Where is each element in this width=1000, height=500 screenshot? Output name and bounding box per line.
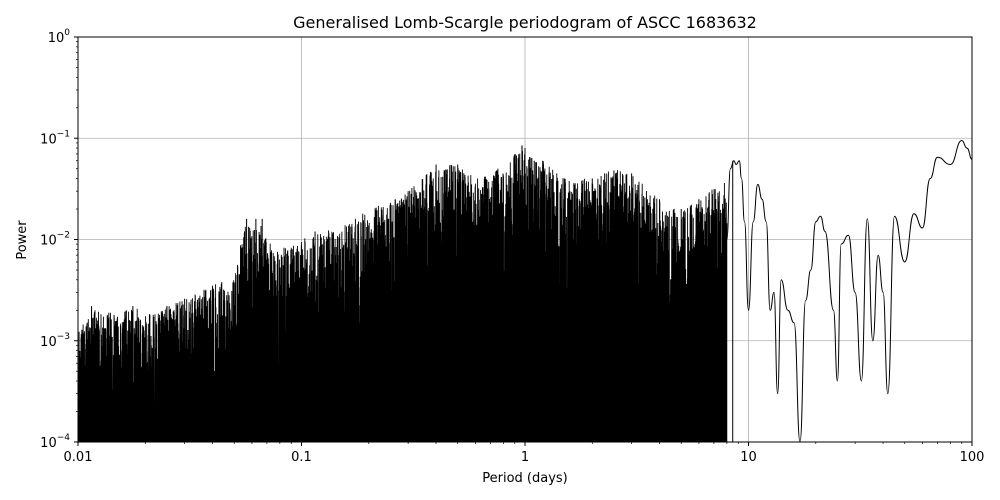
x-tick-label: 100	[960, 450, 985, 465]
x-tick-label: 0.01	[64, 450, 93, 465]
chart-title: Generalised Lomb-Scargle periodogram of …	[293, 13, 757, 32]
y-tick-label: 100	[48, 28, 71, 46]
x-tick-label: 0.1	[291, 450, 312, 465]
axis-ticks: 0.01 0.1 1 10 100 10−4 10−3 10−2 10−1 100	[40, 28, 984, 465]
x-tick-label: 10	[740, 450, 757, 465]
y-tick-label: 10−2	[40, 231, 70, 249]
x-axis-label: Period (days)	[482, 471, 568, 486]
periodogram-peaks	[91, 145, 734, 442]
series-line-power	[726, 140, 973, 443]
y-axis-label: Power	[15, 220, 30, 260]
y-tick-label: 10−1	[40, 129, 70, 147]
y-tick-label: 10−3	[40, 332, 70, 350]
x-tick-label: 1	[521, 450, 529, 465]
y-tick-label: 10−4	[40, 433, 70, 451]
